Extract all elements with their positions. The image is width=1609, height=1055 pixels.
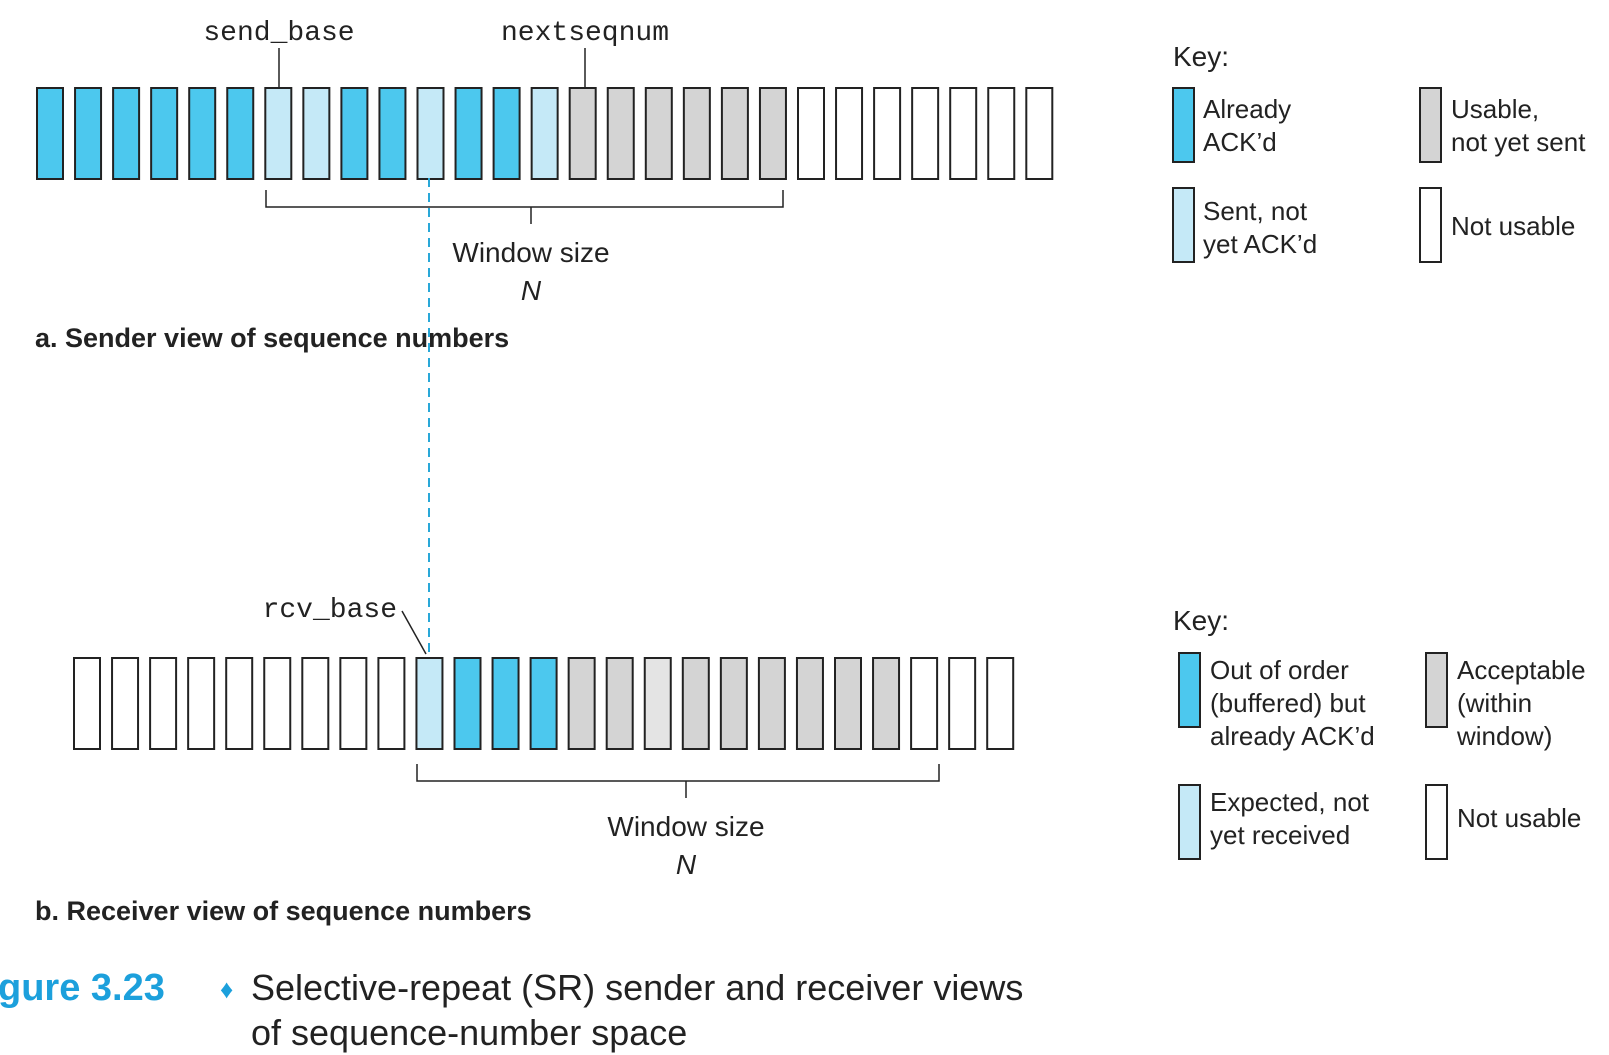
sender-cell-12: [492, 87, 521, 180]
sender-cell-11: [454, 87, 483, 180]
key-swatch-already-acked: [1172, 87, 1195, 163]
sender-sequence-cells: [36, 87, 1054, 180]
sender-cell-1: [74, 87, 103, 180]
caption-line-2: of sequence-number space: [251, 1012, 687, 1053]
sender-view-title: a. Sender view of sequence numbers: [35, 323, 509, 353]
sender-cell-19: [758, 87, 787, 180]
sender-cell-0: [36, 87, 64, 180]
sender-cell-22: [873, 87, 902, 180]
key-label-already-acked: Already ACK’d: [1203, 94, 1298, 157]
receiver-cell-0: [73, 657, 101, 750]
key-label-expected: Expected, not yet received: [1210, 787, 1376, 850]
figure-number: gure 3.23: [0, 967, 165, 1009]
sender-cell-17: [682, 87, 711, 180]
receiver-cell-16: [681, 657, 710, 750]
send-base-label: send_base: [203, 18, 354, 49]
sender-panel: send_base nextseqnum Window size N a. Se…: [35, 18, 1054, 353]
key-label-not-usable-b: Not usable: [1457, 803, 1581, 833]
rcv-base-label: rcv_base: [263, 595, 397, 626]
sender-cell-4: [188, 87, 217, 180]
sender-window-size-label: Window size: [452, 237, 609, 268]
sender-cell-6: [264, 87, 293, 180]
sender-cell-5: [226, 87, 255, 180]
sender-cell-2: [112, 87, 141, 180]
key-label-acceptable: Acceptable (within window): [1456, 655, 1593, 751]
receiver-cell-4: [225, 657, 254, 750]
sender-cell-13: [530, 87, 559, 180]
receiver-cell-10: [453, 657, 482, 750]
receiver-cell-21: [872, 657, 901, 750]
receiver-cell-1: [111, 657, 140, 750]
receiver-cell-12: [529, 657, 558, 750]
receiver-view-title: b. Receiver view of sequence numbers: [35, 896, 532, 926]
key-swatch-not-usable-b: [1425, 784, 1448, 860]
sender-cell-7: [302, 87, 331, 180]
receiver-cell-23: [948, 657, 977, 750]
receiver-cell-19: [795, 657, 824, 750]
receiver-key-title: Key:: [1173, 605, 1229, 636]
receiver-cell-24: [986, 657, 1015, 750]
sender-cell-16: [644, 87, 673, 180]
receiver-window-bracket: [416, 764, 940, 782]
nextseqnum-label: nextseqnum: [501, 18, 669, 49]
receiver-cell-13: [567, 657, 596, 750]
receiver-cell-14: [605, 657, 634, 750]
key-label-sent-not-acked: Sent, not yet ACK’d: [1203, 196, 1317, 259]
receiver-cell-11: [491, 657, 520, 750]
receiver-cell-5: [263, 657, 292, 750]
caption-bullet-icon: ♦: [220, 974, 233, 1004]
receiver-cell-15: [643, 657, 672, 750]
key-swatch-sent-not-acked: [1172, 187, 1195, 263]
sender-cell-14: [568, 87, 597, 180]
key-swatch-acceptable: [1425, 652, 1448, 728]
sender-cell-18: [720, 87, 749, 180]
sender-cell-9: [378, 87, 407, 180]
sender-cell-3: [150, 87, 179, 180]
receiver-window-size-label: Window size: [607, 811, 764, 842]
key-label-not-usable-a: Not usable: [1451, 211, 1575, 241]
receiver-cell-6: [301, 657, 330, 750]
receiver-cell-8: [377, 657, 406, 750]
sender-key: Key: Already ACK’d Usable, not yet sent …: [1172, 41, 1586, 263]
receiver-cell-18: [757, 657, 786, 750]
receiver-key: Key: Out of order (buffered) but already…: [1173, 605, 1593, 860]
receiver-cell-17: [719, 657, 748, 750]
key-swatch-not-usable-a: [1419, 187, 1442, 263]
sender-window-bracket: [265, 190, 784, 208]
key-label-usable-not-sent: Usable, not yet sent: [1451, 94, 1586, 157]
sender-cell-20: [797, 87, 825, 180]
key-swatch-usable-not-sent: [1419, 87, 1442, 163]
receiver-cell-20: [834, 657, 862, 750]
sender-cell-21: [835, 87, 864, 180]
key-swatch-out-of-order: [1178, 652, 1201, 728]
receiver-cell-3: [187, 657, 216, 750]
sender-cell-25: [987, 87, 1016, 180]
sender-window-n: N: [521, 275, 542, 306]
sender-cell-10: [416, 87, 445, 180]
receiver-cell-2: [149, 657, 178, 750]
caption-line-1: Selective-repeat (SR) sender and receive…: [251, 967, 1023, 1008]
sender-cell-8: [340, 87, 369, 180]
sender-key-title: Key:: [1173, 41, 1229, 72]
receiver-panel: rcv_base Window size N b. Receiver view …: [35, 595, 1015, 926]
figure-caption: gure 3.23 ♦ Selective-repeat (SR) sender…: [0, 967, 1023, 1053]
sender-cell-24: [949, 87, 978, 180]
rcv-base-pointer: [401, 610, 427, 655]
sender-cell-23: [911, 87, 940, 180]
receiver-cell-22: [910, 657, 939, 750]
receiver-cell-7: [339, 657, 368, 750]
receiver-cell-9: [415, 657, 444, 750]
key-label-out-of-order: Out of order (buffered) but already ACK’…: [1210, 655, 1375, 751]
key-swatch-expected: [1178, 784, 1201, 860]
sender-cell-15: [606, 87, 635, 180]
receiver-sequence-cells: [73, 657, 1015, 750]
receiver-window-n: N: [676, 849, 697, 880]
sender-cell-26: [1025, 87, 1054, 180]
